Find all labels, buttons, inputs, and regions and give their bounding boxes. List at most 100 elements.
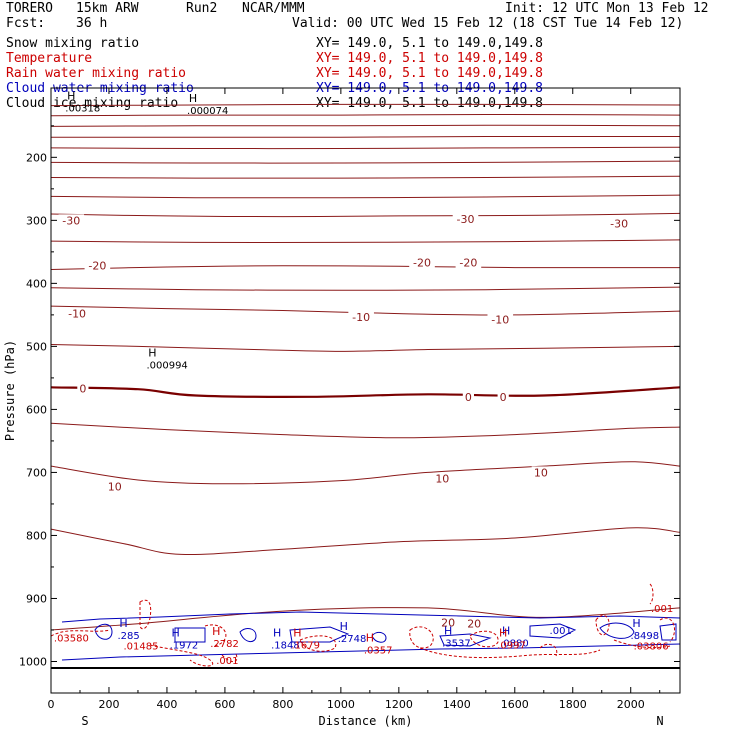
- x-tick-label: 600: [214, 698, 235, 711]
- x-tick-label: 1800: [559, 698, 587, 711]
- temperature-label-bg: [348, 310, 374, 323]
- x-end-label-south: S: [81, 714, 88, 728]
- temperature-contour-10: [51, 461, 680, 485]
- temperature-contour-label: 10: [108, 480, 122, 493]
- temperature-contour-m55: [51, 135, 680, 138]
- header-org: NCAR/MMM: [242, 1, 305, 16]
- legend-temperature: Temperature: [6, 51, 93, 66]
- temperature-contour-label: -20: [413, 257, 431, 270]
- temperature-contour-m40: [51, 175, 680, 179]
- temperature-label-bg: [455, 256, 482, 269]
- temperature-contour-label: 0: [500, 391, 507, 404]
- max-marker-value: .2782: [210, 639, 239, 650]
- temperature-contour-label: -30: [610, 217, 628, 230]
- temperature-contour-label: -10: [68, 308, 86, 321]
- temperature-contour-m20: [51, 265, 680, 270]
- max-marker-h: H: [212, 625, 220, 638]
- plot-frame: [50, 87, 681, 694]
- header-fcst-label: Fcst:: [6, 16, 46, 31]
- max-marker-value: .000994: [146, 360, 187, 371]
- temperature-label-bg: [452, 213, 479, 226]
- max-marker-value: .1848: [271, 640, 300, 651]
- max-marker-h: H: [340, 620, 348, 633]
- x-tick-label: 800: [272, 698, 293, 711]
- contour-value-label: .001: [216, 656, 238, 667]
- max-marker-h: H: [502, 624, 510, 637]
- x-axis-label: Distance (km): [319, 714, 413, 728]
- x-tick-label: 200: [98, 698, 119, 711]
- temperature-contour-label: 0: [465, 391, 472, 404]
- max-marker-value: .1679: [291, 640, 320, 651]
- legend-cloud-ice-xy: XY= 149.0, 5.1 to 149.0,149.8: [316, 96, 543, 111]
- header-model: TORERO: [6, 1, 53, 16]
- header-valid: Valid: 00 UTC Wed 15 Feb 12 (18 CST Tue …: [292, 16, 684, 31]
- header-resolution: 15km ARW: [76, 1, 139, 16]
- max-marker-h: H: [444, 624, 452, 637]
- y-axis-label: Pressure (hPa): [3, 340, 17, 441]
- max-marker-h: H: [171, 626, 179, 639]
- temperature-label-bg: [531, 466, 551, 479]
- temperature-contour-m5: [51, 344, 680, 352]
- temperature-label-bg: [462, 390, 475, 403]
- contour-value-label: .001: [550, 626, 572, 637]
- temperature-label-bg: [464, 617, 484, 630]
- max-marker-h: H: [119, 617, 127, 630]
- temperature-label-bg: [497, 390, 509, 403]
- contour-value-label: .03580: [54, 634, 89, 645]
- header-fcst-value: 36 h: [76, 16, 108, 31]
- y-tick-label: 400: [26, 277, 47, 290]
- temperature-contour-m50: [51, 146, 680, 150]
- legend-rain-xy: XY= 149.0, 5.1 to 149.0,149.8: [316, 66, 543, 81]
- cloud-water-contour: [61, 611, 680, 661]
- cloud-water-cells: [94, 622, 677, 647]
- temperature-label-bg: [84, 259, 111, 272]
- max-marker-value: .00318: [65, 103, 100, 114]
- y-tick-label: 700: [26, 466, 47, 479]
- x-tick-label: 1000: [327, 698, 355, 711]
- legend-cloud-ice: Cloud ice mixing ratio: [6, 96, 179, 111]
- temperature-contour-5: [51, 422, 680, 439]
- y-tick-label: 600: [26, 403, 47, 416]
- max-marker-value: .3537: [442, 638, 471, 649]
- temperature-contour-m35: [51, 194, 680, 199]
- temperature-contour-0: [51, 386, 680, 398]
- temperature-contour-20: [51, 607, 680, 631]
- legend-rain: Rain water mixing ratio: [6, 66, 187, 81]
- temperature-contour-label: -10: [491, 313, 509, 326]
- temperature-label-bg: [433, 472, 452, 485]
- header-init: Init: 12 UTC Mon 13 Feb 12: [505, 1, 709, 16]
- temperature-contour-m70: [51, 103, 680, 107]
- max-marker-h: H: [189, 92, 197, 105]
- temperature-label-bg: [606, 217, 632, 230]
- contour-value-label: .03806: [634, 642, 669, 653]
- temperature-contour-label: -20: [459, 257, 477, 270]
- temperature-contour-m30: [51, 212, 680, 218]
- temperature-contour-label: 20: [441, 616, 455, 629]
- temperature-contour-m25: [51, 239, 680, 244]
- max-marker-h: H: [366, 631, 374, 644]
- x-tick-label: 0: [48, 698, 55, 711]
- header-run: Run2: [186, 1, 218, 16]
- y-tick-label: 1000: [19, 655, 47, 668]
- x-tick-label: 1200: [385, 698, 413, 711]
- x-end-label-north: N: [656, 714, 663, 728]
- temperature-contour-label: -10: [352, 311, 370, 324]
- temperature-contour-label: -20: [88, 260, 106, 273]
- temperature-label-bg: [77, 382, 89, 395]
- rain-contour: [51, 583, 675, 667]
- contour-value-label: .001: [651, 604, 673, 615]
- temperature-label-bg: [438, 616, 458, 629]
- temperature-label-bg: [64, 307, 90, 320]
- max-marker-value: .0997: [497, 640, 526, 651]
- contour-value-label: .01485: [123, 642, 158, 653]
- temperature-label-bg: [58, 214, 85, 227]
- max-marker-value: .2748: [338, 634, 367, 645]
- y-tick-label: 500: [26, 340, 47, 353]
- max-marker-h: H: [632, 617, 640, 630]
- legend-snow-xy: XY= 149.0, 5.1 to 149.0,149.8: [316, 36, 543, 51]
- max-marker-h: H: [67, 89, 75, 102]
- y-tick-label: 200: [26, 151, 47, 164]
- temperature-contour-15: [51, 527, 680, 556]
- max-marker-value: .000074: [187, 106, 228, 117]
